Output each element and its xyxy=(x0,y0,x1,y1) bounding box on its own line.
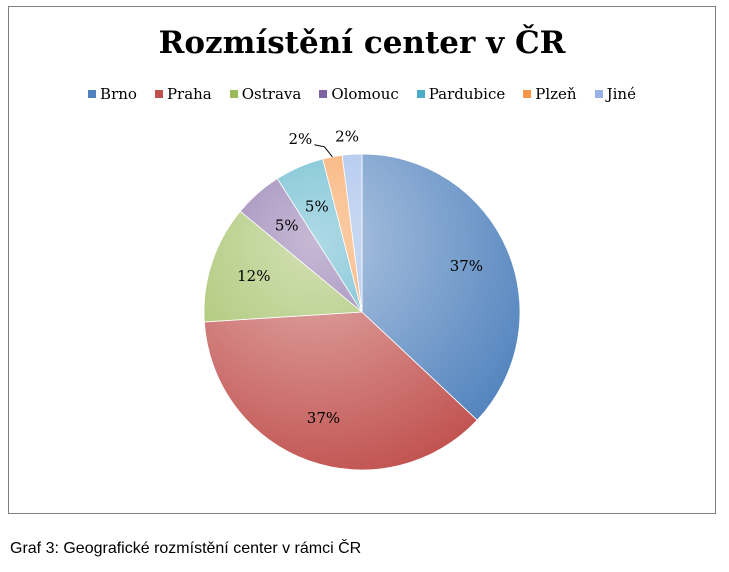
legend-label: Jiné xyxy=(606,85,636,103)
data-label-pardubice: 5% xyxy=(305,198,329,216)
data-label-praha: 37% xyxy=(307,409,340,427)
data-label-jiné: 2% xyxy=(335,127,359,145)
legend-label: Ostrava xyxy=(241,85,302,103)
data-label-brno: 37% xyxy=(450,257,483,275)
legend: Brno Praha Ostrava Olomouc Pardubice Plzeň Jin… xyxy=(9,85,715,103)
pie-slice-ostrava xyxy=(203,210,364,323)
pie-slice-brno xyxy=(361,153,521,421)
pie-slice-jiné xyxy=(341,153,363,313)
figure-caption: Graf 3: Geografické rozmístění center v … xyxy=(10,540,362,557)
legend-swatch xyxy=(229,90,238,98)
pie-slice-praha xyxy=(203,311,478,471)
pie-chart: 37% 37% 12% 5% 5% 2% 2% xyxy=(203,127,521,471)
legend-swatch xyxy=(88,90,97,98)
legend-swatch xyxy=(154,90,163,98)
legend-label: Brno xyxy=(100,85,137,103)
legend-swatch xyxy=(594,90,603,98)
legend-label: Plzeň xyxy=(535,85,577,103)
legend-item-1: Praha xyxy=(154,85,212,103)
data-label-ostrava: 12% xyxy=(237,267,270,285)
legend-item-4: Pardubice xyxy=(416,85,506,103)
chart-title: Rozmístění center v ČR xyxy=(158,25,566,61)
legend-item-2: Ostrava xyxy=(229,85,302,103)
legend-swatch xyxy=(523,90,532,98)
legend-label: Pardubice xyxy=(428,85,506,103)
legend-item-6: Jiné xyxy=(594,85,636,103)
legend-item-5: Plzeň xyxy=(523,85,577,103)
label-leader-line xyxy=(314,144,333,158)
chart-frame: Rozmístění center v ČR Brno Praha Ostrava O… xyxy=(8,6,716,514)
data-label-olomouc: 5% xyxy=(275,217,299,235)
legend-item-0: Brno xyxy=(88,85,137,103)
legend-swatch xyxy=(319,90,328,98)
legend-label: Praha xyxy=(166,85,212,103)
legend-item-3: Olomouc xyxy=(319,85,399,103)
legend-label: Olomouc xyxy=(331,85,399,103)
legend-swatch xyxy=(416,90,425,98)
data-label-plzeň: 2% xyxy=(288,130,312,148)
